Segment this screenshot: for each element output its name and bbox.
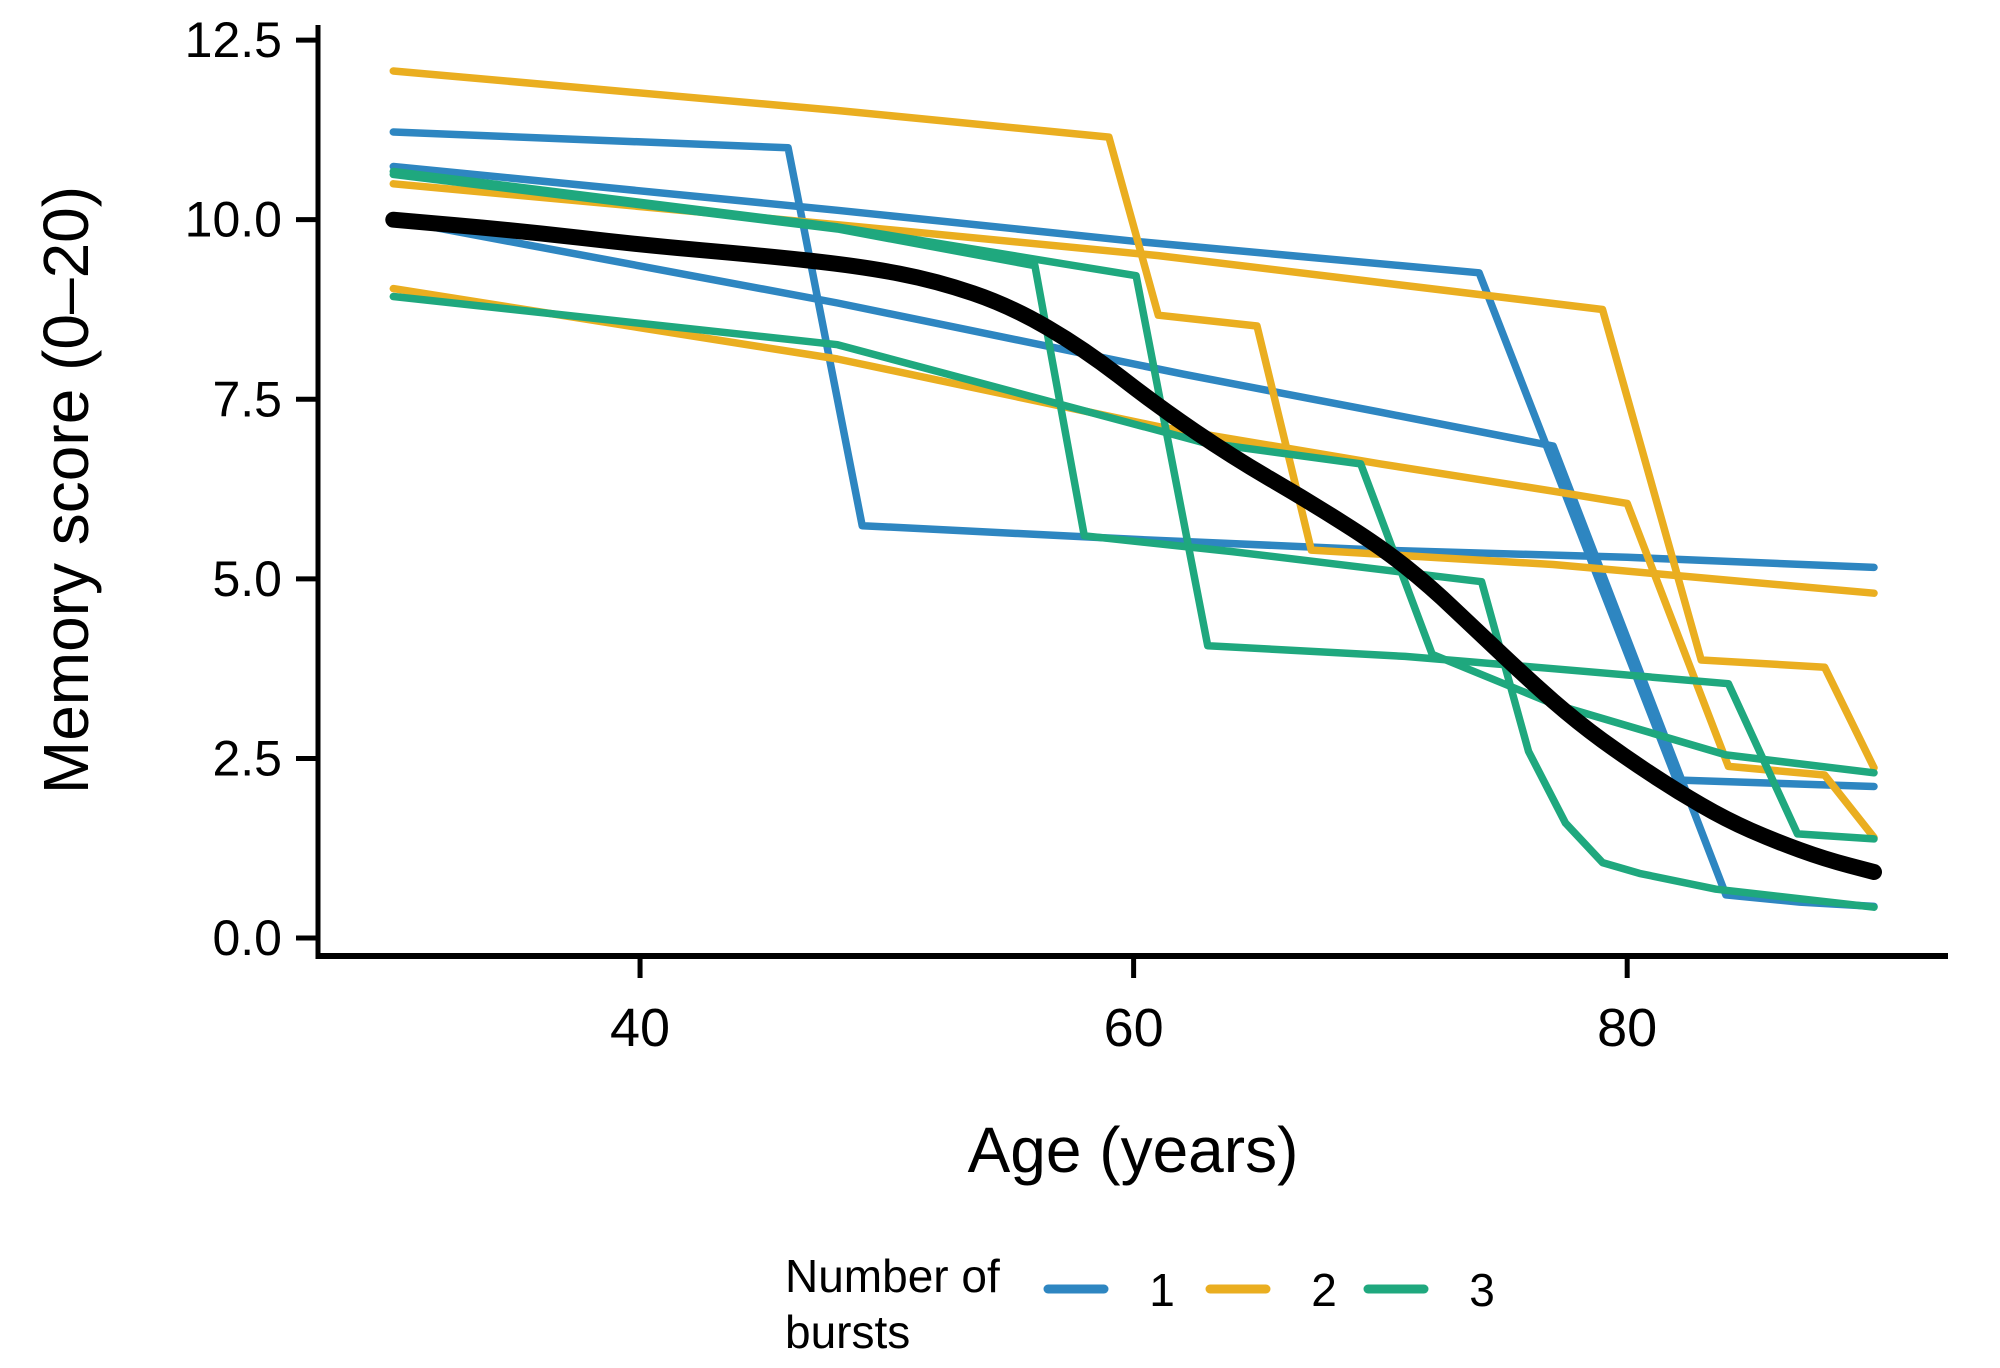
y-tick-label: 2.5: [212, 730, 282, 786]
x-axis-ticks: 40 60 80: [610, 956, 1657, 1058]
trajectory-line-yellow-1: [389, 67, 1878, 597]
trajectory-line-yellow-2: [389, 180, 1878, 772]
x-tick-label: 60: [1104, 998, 1164, 1058]
y-tick-label: 7.5: [212, 371, 282, 427]
x-tick-label: 80: [1597, 998, 1657, 1058]
trajectory-line-green-2: [389, 170, 1878, 911]
y-tick-label: 0.0: [212, 910, 282, 966]
trajectory-line-green-1: [389, 167, 1878, 843]
mean-curve: [385, 211, 1882, 880]
trajectory-line-yellow-3: [389, 284, 1878, 842]
y-tick-label: 5.0: [212, 551, 282, 607]
legend-item-label-2: 2: [1311, 1264, 1337, 1316]
mean-trajectory-curve: [385, 211, 1882, 880]
y-axis-title: Memory score (0–20): [30, 186, 102, 794]
y-tick-label: 10.0: [185, 192, 282, 248]
legend-items: 1 2 3: [1043, 1264, 1495, 1316]
x-tick-label: 40: [610, 998, 670, 1058]
legend-item-label-3: 3: [1469, 1264, 1495, 1316]
legend-item-label-1: 1: [1149, 1264, 1175, 1316]
y-tick-label: 12.5: [185, 12, 282, 68]
x-axis-title: Age (years): [968, 1114, 1299, 1186]
legend-title-line2: bursts: [785, 1306, 910, 1358]
legend-title-line1: Number of: [785, 1250, 1000, 1302]
y-axis-ticks: 0.0 2.5 5.0 7.5 10.0 12.5: [185, 12, 318, 966]
axes: 0.0 2.5 5.0 7.5 10.0 12.5 40 60 80: [185, 12, 1948, 1058]
legend: Number of bursts 1 2 3: [785, 1250, 1495, 1358]
trajectory-line-blue-2: [389, 162, 1878, 791]
